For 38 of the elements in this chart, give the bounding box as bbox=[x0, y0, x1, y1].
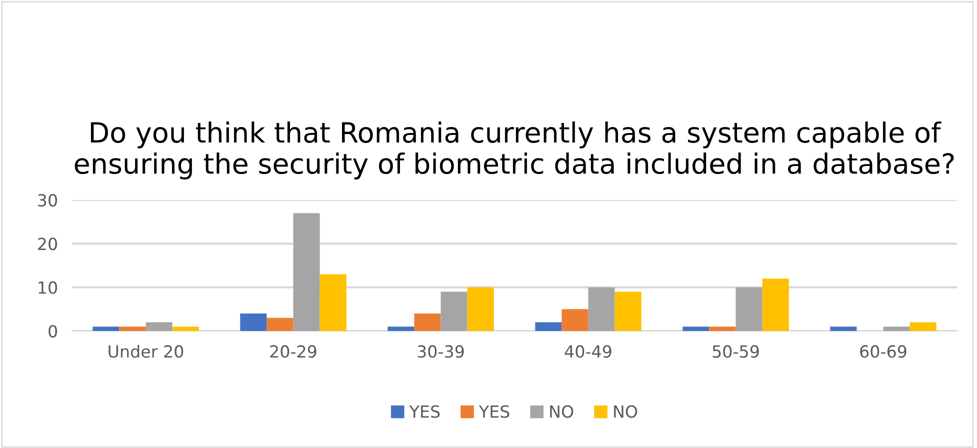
bar bbox=[830, 326, 857, 331]
bar bbox=[762, 278, 789, 331]
x-tick-label: 20-29 bbox=[270, 345, 316, 358]
legend-label: NO bbox=[614, 405, 638, 418]
bar bbox=[910, 322, 936, 331]
y-tick-label: 10 bbox=[38, 281, 58, 294]
bar bbox=[92, 326, 120, 331]
bar bbox=[682, 326, 710, 331]
x-tick-label: 40-49 bbox=[564, 345, 612, 358]
x-tick-label: 50-59 bbox=[712, 345, 759, 358]
bar bbox=[240, 314, 267, 331]
bar bbox=[388, 326, 414, 331]
bar bbox=[172, 326, 199, 331]
x-tick-label: Under 20 bbox=[108, 344, 184, 358]
bar bbox=[266, 318, 294, 331]
legend-label: YES bbox=[409, 405, 440, 418]
legend-label: NO bbox=[550, 405, 574, 418]
legend-label: YES bbox=[478, 405, 510, 418]
x-tick-label: 30-39 bbox=[418, 345, 464, 358]
chart-title: Do you think that Romania currently has a system capable of ensuring the security of biometric data included in a database? bbox=[74, 121, 954, 180]
bar bbox=[440, 292, 468, 331]
bar bbox=[562, 309, 588, 331]
y-tick-label: 20 bbox=[38, 238, 58, 250]
y-tick-label: 0 bbox=[48, 324, 58, 338]
bar bbox=[883, 326, 910, 331]
bar bbox=[320, 274, 346, 331]
x-tick-label: 60-69 bbox=[860, 345, 906, 358]
bar bbox=[614, 292, 642, 331]
bar bbox=[414, 314, 441, 331]
bar bbox=[535, 322, 562, 331]
bar bbox=[588, 287, 615, 331]
bar bbox=[467, 287, 494, 331]
y-tick-label: 30 bbox=[38, 194, 58, 207]
bar bbox=[709, 326, 736, 331]
bar bbox=[736, 287, 762, 331]
bar bbox=[293, 213, 320, 331]
bar bbox=[146, 322, 172, 331]
bar bbox=[119, 326, 146, 331]
